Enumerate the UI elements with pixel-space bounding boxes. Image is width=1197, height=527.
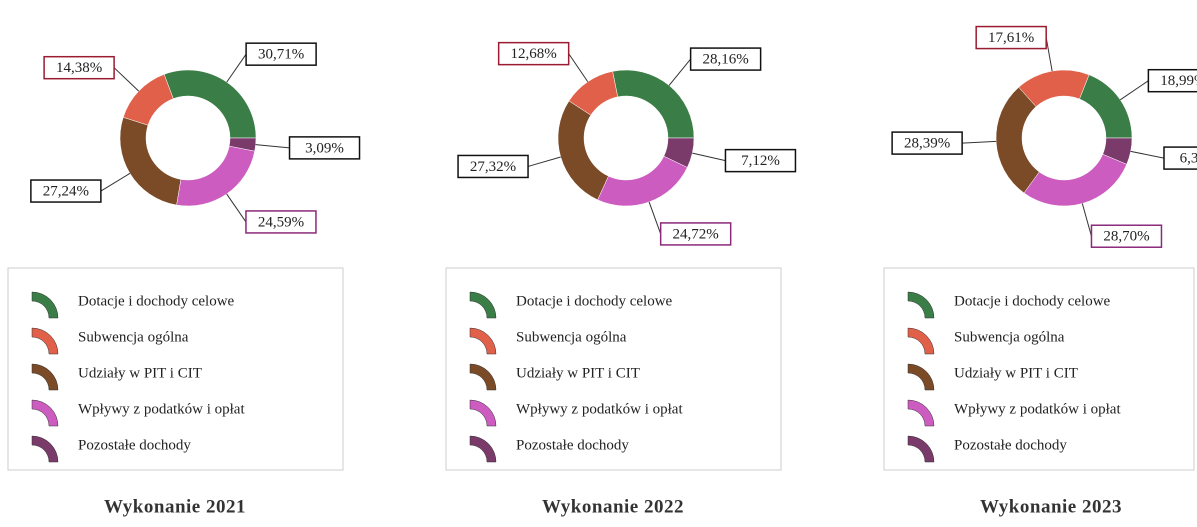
legend-label: Wpływy z podatków i opłat [954,401,1121,417]
leader-line [648,201,662,235]
donut-slice [663,137,695,168]
legend-label: Pozostałe dochody [516,437,629,453]
legend-label: Udziały w PIT i CIT [516,365,640,381]
label-box [975,25,1047,50]
legend-label: Udziały w PIT i CIT [78,365,202,381]
legend-icon [469,399,497,427]
leader-line [962,140,997,144]
leader-line [668,58,692,86]
label-box [1163,146,1197,170]
legend-icon [469,363,497,391]
leader-line [692,152,726,162]
donut-slice [1023,153,1128,207]
label-box [689,47,762,71]
legend-label: Wpływy z podatków i opłat [516,401,683,417]
label-box [43,55,115,80]
data-label: 12,68% [511,46,557,62]
legend-box [7,267,344,471]
legend-icon [907,363,935,391]
label-box [245,210,317,234]
data-label: 27,24% [43,183,89,199]
legend-label: Pozostałe dochody [954,437,1067,453]
data-label: 28,16% [702,52,748,68]
chart-title: Wykonanie 2023 [980,496,1122,517]
legend-icon [469,327,497,355]
label-box [288,136,361,160]
label-box [1090,224,1163,248]
leader-line [527,156,561,167]
leader-line [1119,80,1149,101]
legend-label: Dotacje i dochody celowe [516,293,673,309]
leader-line [226,53,247,83]
donut-slice [612,69,695,139]
label-box [891,131,963,155]
data-label: 7,12% [741,153,780,169]
leader-line [1130,150,1165,159]
legend-icon [31,399,59,427]
legend-label: Subwencja ogólna [78,329,189,345]
legend-icon [907,399,935,427]
donut-slice [228,137,257,152]
legend-box [883,267,1195,471]
donut-slice [176,145,256,207]
label-box [457,154,529,179]
leader-line [1045,37,1053,72]
donut-slice [1079,74,1133,139]
legend-icon [907,435,935,463]
donut-slice [1102,137,1133,165]
data-label: 3,09% [305,140,344,156]
legend-label: Pozostałe dochody [78,437,191,453]
data-label: 14,38% [56,60,102,76]
leader-line [255,144,290,149]
legend-icon [469,435,497,463]
leader-line [226,193,247,223]
label-box [724,148,797,173]
legend-icon [31,363,59,391]
data-label: 24,59% [258,214,304,230]
leader-line [113,67,140,92]
legend-icon [31,327,59,355]
data-label: 28,39% [904,136,950,152]
donut-slice [119,117,182,206]
data-label: 24,72% [673,226,719,242]
leader-line [100,172,131,192]
data-label: 6,31% [1180,151,1197,167]
legend-box [445,267,782,471]
data-label: 18,99% [1160,73,1197,89]
donut-slice [557,100,609,201]
donut-slice [597,155,688,207]
legend-icon [469,291,497,319]
chart-title: Wykonanie 2022 [542,496,684,517]
label-box [30,179,102,203]
data-label: 17,61% [988,30,1034,46]
chart-title: Wykonanie 2021 [104,496,246,517]
legend-icon [31,435,59,463]
legend-label: Wpływy z podatków i opłat [78,401,245,417]
label-box [659,222,732,246]
label-box [497,41,570,66]
label-box [245,42,317,66]
data-label: 28,70% [1103,229,1149,245]
data-label: 30,71% [258,47,304,63]
legend-label: Subwencja ogólna [954,329,1065,345]
donut-slice [122,74,174,126]
leader-line [568,53,589,83]
leader-line [1081,203,1092,237]
donut-slice [995,86,1040,194]
legend-label: Dotacje i dochody celowe [954,293,1111,309]
legend-icon [31,291,59,319]
data-label: 27,32% [470,159,516,175]
legend-label: Udziały w PIT i CIT [954,365,1078,381]
legend-icon [907,291,935,319]
legend-icon [907,327,935,355]
donut-slice [163,69,257,139]
label-box [1147,68,1197,93]
legend-label: Subwencja ogólna [516,329,627,345]
legend-label: Dotacje i dochody celowe [78,293,235,309]
